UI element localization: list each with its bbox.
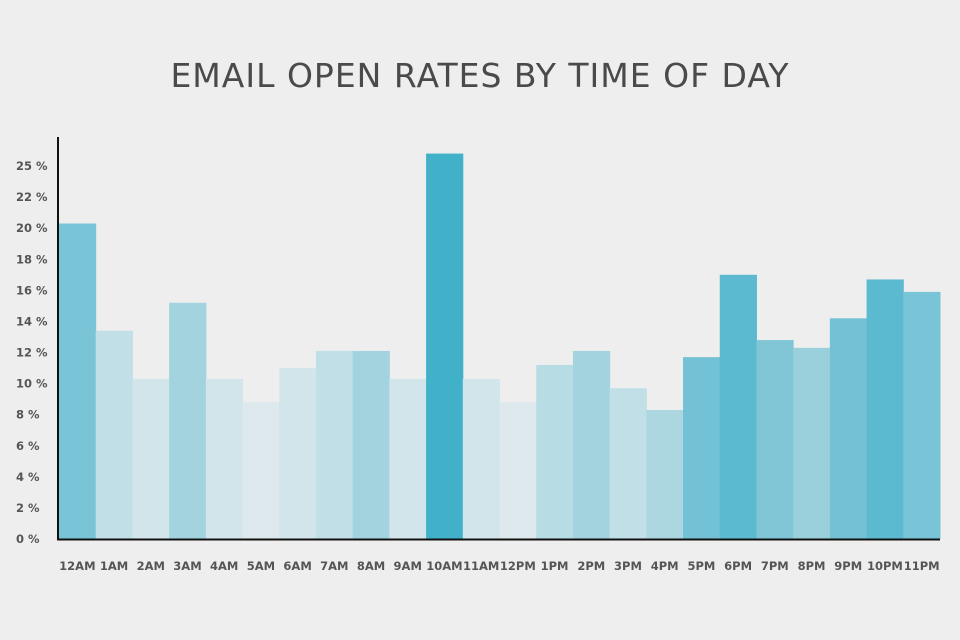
bar-4am <box>205 378 244 539</box>
x-tick-label: 12PM <box>500 559 536 573</box>
bar-1pm <box>536 364 574 539</box>
x-tick-label: 5AM <box>247 559 275 573</box>
y-tick-label: 20 % <box>16 221 48 235</box>
y-tick-label: 0 % <box>16 532 40 546</box>
x-tick-label: 10AM <box>426 559 462 573</box>
x-tick-label: 11PM <box>904 559 940 573</box>
x-tick-label: 8PM <box>798 559 826 573</box>
bar-6am <box>279 368 317 539</box>
bar-3am <box>169 302 207 539</box>
x-tick-label: 11AM <box>463 559 499 573</box>
x-tick-label: 5PM <box>687 559 715 573</box>
x-tick-label: 3AM <box>173 559 201 573</box>
x-tick-label: 12AM <box>59 559 95 573</box>
bar-12am <box>59 223 97 540</box>
bar-5pm <box>683 357 721 539</box>
y-tick-label: 12 % <box>16 346 48 360</box>
y-tick-label: 2 % <box>16 501 40 515</box>
bar-7pm <box>756 340 794 539</box>
x-tick-label: 9PM <box>834 559 862 573</box>
y-tick-label: 8 % <box>16 408 40 422</box>
bar-10pm <box>866 279 904 539</box>
x-tick-label: 6AM <box>283 559 311 573</box>
bar-7am <box>315 350 354 539</box>
bar-11am <box>462 378 500 539</box>
bar-2pm <box>572 350 611 539</box>
y-tick-label: 22 % <box>16 190 48 204</box>
bar-9pm <box>829 318 868 539</box>
bar-2am <box>132 378 170 539</box>
y-tick-label: 6 % <box>16 439 40 453</box>
bar-11pm <box>903 291 941 539</box>
x-tick-label: 4AM <box>210 559 238 573</box>
x-tick-label: 3PM <box>614 559 642 573</box>
x-tick-label: 9AM <box>394 559 422 573</box>
bar-8am <box>352 350 390 539</box>
x-tick-label: 2PM <box>577 559 605 573</box>
x-tick-label: 1PM <box>541 559 569 573</box>
bar-4pm <box>646 410 684 539</box>
bar-10am <box>426 153 464 540</box>
chart-title: EMAIL OPEN RATES BY TIME OF DAY <box>170 56 790 95</box>
y-tick-label: 18 % <box>16 252 48 266</box>
bar-6pm <box>719 274 757 539</box>
bar-8pm <box>793 347 831 539</box>
x-tick-label: 7PM <box>761 559 789 573</box>
bar-5am <box>242 402 280 539</box>
y-tick-label: 25 % <box>16 159 48 173</box>
x-tick-label: 2AM <box>137 559 165 573</box>
x-tick-label: 1AM <box>100 559 128 573</box>
y-tick-label: 10 % <box>16 377 48 391</box>
x-tick-label: 10PM <box>867 559 903 573</box>
bar-3pm <box>609 388 647 539</box>
y-tick-label: 14 % <box>16 314 48 328</box>
bar-1am <box>95 330 133 539</box>
x-tick-label: 4PM <box>651 559 679 573</box>
x-tick-label: 6PM <box>724 559 752 573</box>
x-tick-label: 8AM <box>357 559 385 573</box>
x-tick-label: 7AM <box>320 559 348 573</box>
y-tick-label: 4 % <box>16 470 40 484</box>
bar-12pm <box>499 402 537 539</box>
y-tick-label: 16 % <box>16 283 48 297</box>
bar-9am <box>389 378 427 539</box>
